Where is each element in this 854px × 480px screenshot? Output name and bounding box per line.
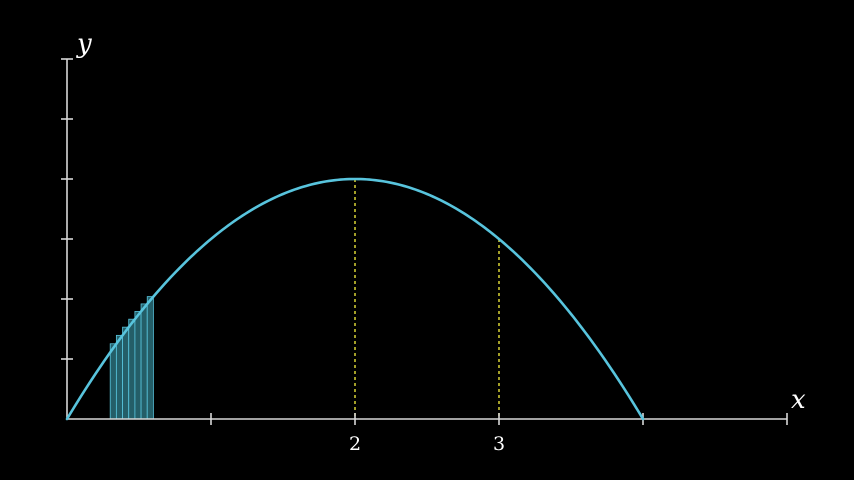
y-ticks [61,58,73,360]
x-tick-label: 3 [493,433,505,455]
y-axis-label: y [76,29,92,59]
curve-series [65,177,645,421]
x-axis-label: x [791,385,806,415]
x-ticks [210,413,788,425]
riemann-rectangle [140,303,148,420]
x-tick-label: 2 [349,433,361,455]
riemann-rectangle [134,311,142,420]
riemann-rectangle [146,296,154,420]
riemann-rectangle [122,326,130,420]
vertical-guides [354,179,500,419]
riemann-rectangle [109,343,117,420]
riemann-rectangle [128,318,136,420]
riemann-rectangles [109,296,154,420]
riemann-rectangle [115,334,123,420]
